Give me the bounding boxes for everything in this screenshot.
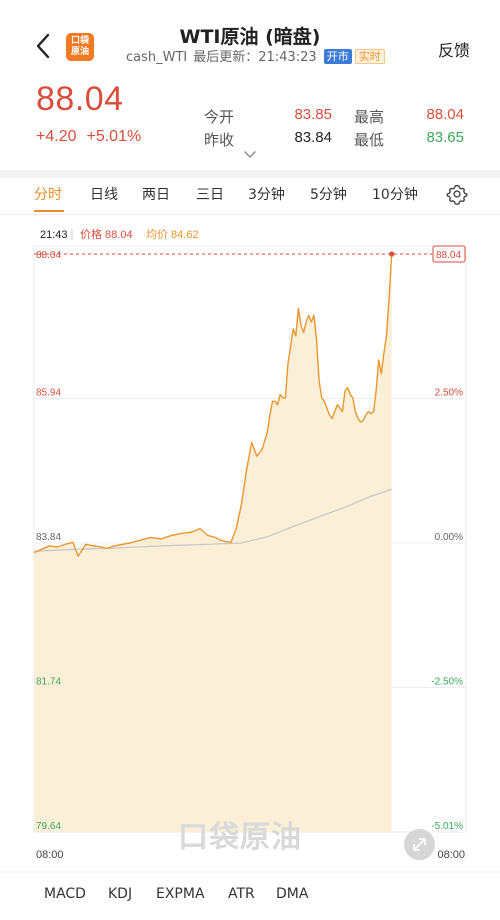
cursor-price-label: 价格 88.04 bbox=[80, 227, 133, 241]
y-tick-left: 88.04 bbox=[36, 250, 61, 261]
price-line bbox=[33, 253, 393, 557]
indicator-macd[interactable]: MACD bbox=[44, 886, 86, 902]
prev-close-value: 83.84 bbox=[294, 129, 332, 146]
zoom-button[interactable] bbox=[404, 829, 435, 860]
price-change: +4.20 +5.01% bbox=[36, 128, 151, 146]
indicator-kdj[interactable]: KDJ bbox=[108, 886, 133, 902]
logo-line-1: 口袋 bbox=[70, 36, 89, 46]
high-label: 最高 bbox=[354, 108, 385, 126]
low-value: 83.65 bbox=[426, 129, 464, 146]
update-line: cash_WTI 最后更新：21:43:23 开市 实时 bbox=[126, 46, 385, 65]
market-open-badge: 开市 bbox=[323, 49, 352, 64]
section-divider bbox=[0, 170, 500, 178]
indicator-atr[interactable]: ATR bbox=[228, 886, 255, 902]
price-area-fill bbox=[34, 254, 392, 832]
back-chevron-left-icon[interactable] bbox=[30, 30, 58, 62]
current-price: 88.04 bbox=[36, 80, 124, 118]
tab-daily[interactable]: 日线 bbox=[90, 187, 118, 203]
symbol-code: cash_WTI bbox=[126, 50, 188, 65]
y-tick-left: 81.74 bbox=[36, 677, 61, 688]
change-value: +4.20 bbox=[36, 128, 77, 145]
logo-line-2: 原油 bbox=[70, 47, 89, 57]
tabs-divider bbox=[0, 214, 500, 215]
watermark: 口袋原油 bbox=[178, 820, 302, 855]
feedback-button[interactable]: 反馈 bbox=[437, 41, 470, 60]
low-label: 最低 bbox=[354, 131, 385, 149]
y-tick-right: -2.50% bbox=[431, 677, 463, 688]
y-tick-left: 83.84 bbox=[36, 532, 61, 543]
indicator-expma[interactable]: EXPMA bbox=[156, 886, 205, 902]
average-price-line bbox=[33, 488, 392, 552]
tab-two-day[interactable]: 两日 bbox=[142, 187, 170, 203]
period-tabs: 分时 日线 两日 三日 3分钟 5分钟 10分钟 bbox=[0, 184, 500, 212]
change-percent: +5.01% bbox=[86, 128, 142, 145]
last-updated: 最后更新：21:43:23 bbox=[193, 50, 317, 65]
last-price-dot bbox=[389, 251, 395, 257]
tab-5min[interactable]: 5分钟 bbox=[310, 187, 347, 203]
header: 口袋 原油 WTI原油 (暗盘) cash_WTI 最后更新：21:43:23 开… bbox=[0, 0, 500, 70]
y-tick-left: 85.94 bbox=[36, 388, 61, 399]
x-label-end: 08:00 bbox=[437, 849, 465, 861]
y-tick-right: 0.00% bbox=[435, 532, 463, 543]
prev-close-label: 昨收 bbox=[204, 131, 235, 149]
app-logo: 口袋 原油 bbox=[66, 33, 94, 61]
settings-gear-icon[interactable] bbox=[446, 183, 468, 205]
tab-intraday[interactable]: 分时 bbox=[34, 187, 62, 203]
indicator-dma[interactable]: DMA bbox=[276, 886, 309, 902]
page-title: WTI原油 (暗盘) bbox=[179, 26, 321, 48]
expand-chevron-down-icon[interactable] bbox=[242, 150, 258, 160]
cursor-avg-label: 均价 84.62 bbox=[146, 228, 199, 241]
open-value: 83.85 bbox=[294, 106, 332, 123]
y-tick-right: 88.04 bbox=[436, 250, 461, 261]
active-tab-indicator bbox=[34, 210, 64, 212]
tab-10min[interactable]: 10分钟 bbox=[372, 187, 418, 203]
open-label: 今开 bbox=[204, 108, 235, 126]
realtime-badge: 实时 bbox=[354, 49, 385, 64]
high-value: 88.04 bbox=[426, 106, 464, 123]
y-tick-right: -5.01% bbox=[431, 821, 463, 832]
cursor-time: 21:43 bbox=[40, 229, 68, 241]
tab-three-day[interactable]: 三日 bbox=[196, 187, 224, 203]
tab-3min[interactable]: 3分钟 bbox=[248, 187, 285, 203]
y-tick-right: 2.50% bbox=[435, 388, 463, 399]
expand-arrows-icon bbox=[413, 838, 426, 851]
y-tick-left: 79.64 bbox=[36, 821, 61, 832]
x-label-start: 08:00 bbox=[36, 849, 64, 861]
current-price-box bbox=[432, 245, 466, 263]
